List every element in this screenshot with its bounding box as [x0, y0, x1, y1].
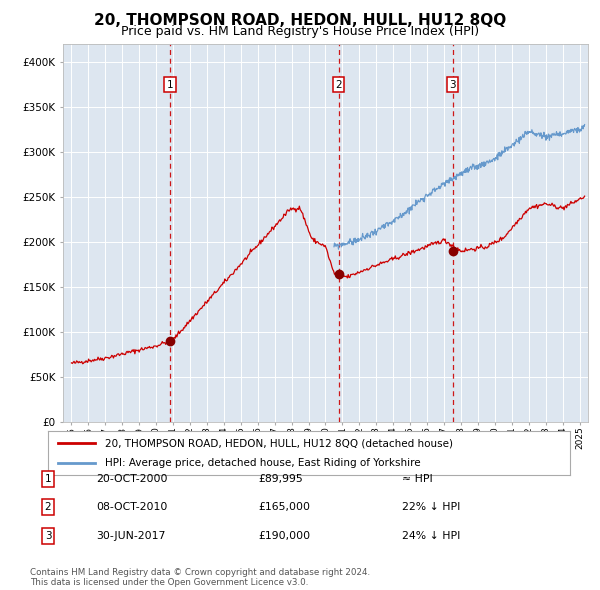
Text: £165,000: £165,000: [258, 503, 310, 512]
Text: £190,000: £190,000: [258, 531, 310, 540]
Text: 3: 3: [44, 531, 52, 540]
Text: 20, THOMPSON ROAD, HEDON, HULL, HU12 8QQ (detached house): 20, THOMPSON ROAD, HEDON, HULL, HU12 8QQ…: [106, 438, 454, 448]
Text: 08-OCT-2010: 08-OCT-2010: [96, 503, 167, 512]
Text: 1: 1: [44, 474, 52, 484]
Text: 20-OCT-2000: 20-OCT-2000: [96, 474, 167, 484]
Text: 24% ↓ HPI: 24% ↓ HPI: [402, 531, 460, 540]
Text: 30-JUN-2017: 30-JUN-2017: [96, 531, 166, 540]
Text: 2: 2: [335, 80, 342, 90]
Text: 22% ↓ HPI: 22% ↓ HPI: [402, 503, 460, 512]
Text: £89,995: £89,995: [258, 474, 303, 484]
Text: HPI: Average price, detached house, East Riding of Yorkshire: HPI: Average price, detached house, East…: [106, 458, 421, 467]
Text: ≈ HPI: ≈ HPI: [402, 474, 433, 484]
Text: Contains HM Land Registry data © Crown copyright and database right 2024.
This d: Contains HM Land Registry data © Crown c…: [30, 568, 370, 587]
Text: 2: 2: [44, 503, 52, 512]
Text: 3: 3: [449, 80, 456, 90]
Text: 20, THOMPSON ROAD, HEDON, HULL, HU12 8QQ: 20, THOMPSON ROAD, HEDON, HULL, HU12 8QQ: [94, 13, 506, 28]
Text: 1: 1: [166, 80, 173, 90]
Text: Price paid vs. HM Land Registry's House Price Index (HPI): Price paid vs. HM Land Registry's House …: [121, 25, 479, 38]
